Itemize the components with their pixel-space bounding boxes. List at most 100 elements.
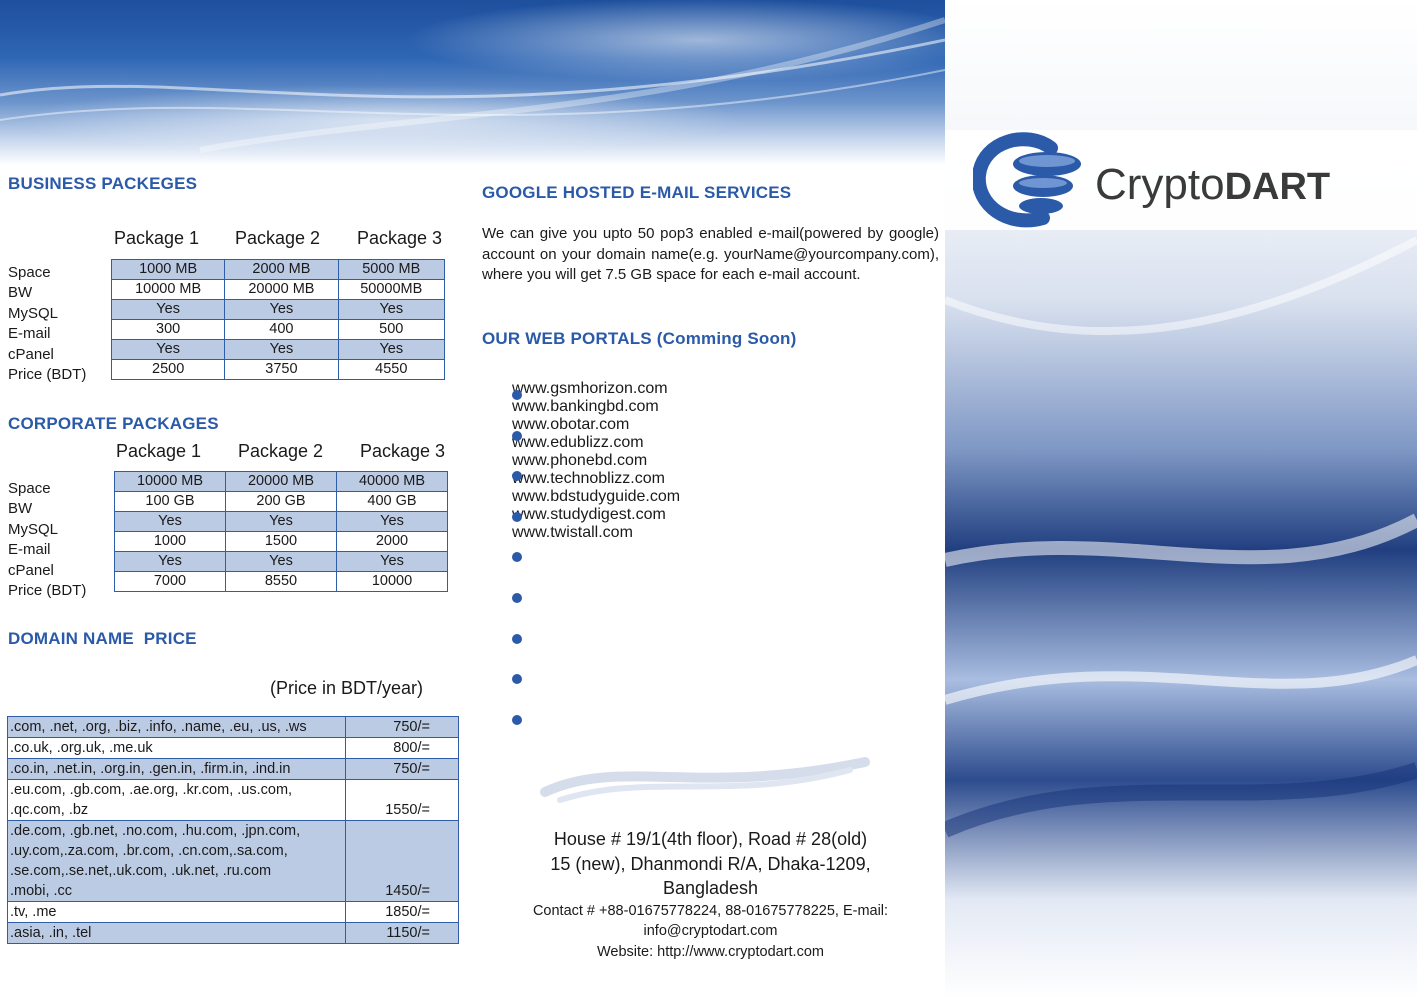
domain-price-title: DOMAIN NAME PRICE [8, 629, 197, 648]
table-row: .de.com, .gb.net, .no.com, .hu.com, .jpn… [7, 820, 459, 902]
domain-extensions: .eu.com, .gb.com, .ae.org, .kr.com, .us.… [7, 779, 346, 821]
domain-line: .tv, .me [10, 904, 57, 920]
domain-extensions: .com, .net, .org, .biz, .info, .name, .e… [7, 716, 346, 738]
table-cell: 10000 MB [114, 471, 226, 492]
row-label-price: Price (BDT) [8, 581, 87, 599]
domain-line: .asia, .in, .tel [10, 925, 92, 941]
table-row: Yes Yes Yes [110, 299, 446, 320]
bullet-icon [512, 552, 522, 562]
bullet-icon [512, 715, 522, 725]
business-header-3: Package 3 [357, 228, 443, 248]
portal-link[interactable]: www.obotar.com [512, 416, 630, 433]
table-cell: 200 GB [225, 491, 337, 512]
table-cell: 10000 MB [110, 279, 226, 300]
table-cell: Yes [224, 299, 339, 320]
domain-price: 1450/= [345, 820, 459, 902]
row-label-cpanel: cPanel [8, 561, 54, 579]
domain-price-unit-note: (Price in BDT/year) [270, 678, 424, 698]
table-row: 300 400 500 [110, 319, 446, 340]
table-cell: Yes [114, 551, 226, 572]
business-packages-title: BUSINESS PACKEGES [8, 174, 198, 193]
portal-link[interactable]: www.phonebd.com [512, 452, 648, 469]
row-label-mysql: MySQL [8, 304, 59, 322]
domain-line: .com, .net, .org, .biz, .info, .name, .e… [10, 719, 307, 735]
portal-link[interactable]: www.technoblizz.com [512, 470, 665, 487]
table-cell: 7000 [114, 571, 226, 592]
table-row: 100 GB 200 GB 400 GB [114, 491, 448, 512]
table-cell: 300 [110, 319, 226, 340]
web-portals-title: OUR WEB PORTALS (Comming Soon) [482, 329, 797, 348]
table-cell: 400 [224, 319, 339, 340]
web-portals-list: www.gsmhorizon.com www.bankingbd.com www… [512, 380, 932, 740]
domain-price: 1550/= [345, 779, 459, 821]
table-cell: 100 GB [114, 491, 226, 512]
corporate-header-2: Package 2 [238, 441, 324, 461]
brand-wordmark: CryptoDART [1095, 160, 1330, 210]
table-row: 2500 3750 4550 [110, 359, 446, 380]
table-cell: Yes [225, 511, 337, 532]
domain-price: 800/= [345, 737, 459, 759]
table-cell: Yes [337, 339, 446, 360]
table-cell: Yes [336, 551, 448, 572]
google-email-title: GOOGLE HOSTED E-MAIL SERVICES [482, 183, 792, 202]
bullet-icon [512, 593, 522, 603]
table-row: 1000 MB 2000 MB 5000 MB [110, 259, 446, 280]
domain-line: .co.in, .net.in, .org.in, .gen.in, .firm… [10, 761, 291, 777]
table-cell: 10000 [336, 571, 448, 592]
banner-swoosh [0, 17, 945, 153]
bullet-icon [512, 431, 522, 441]
table-cell: 40000 MB [336, 471, 448, 492]
table-cell: 5000 MB [337, 259, 446, 280]
domain-line: .de.com, .gb.net, .no.com, .hu.com, .jpn… [10, 823, 301, 839]
domain-price-table: .com, .net, .org, .biz, .info, .name, .e… [7, 716, 459, 944]
table-cell: 8550 [225, 571, 337, 592]
domain-line: .se.com,.se.net,.uk.com, .uk.net, .ru.co… [10, 863, 272, 879]
table-row: .co.in, .net.in, .org.in, .gen.in, .firm… [7, 758, 459, 780]
corporate-row-labels: Space BW MySQL E-mail cPanel Price (BDT) [8, 479, 86, 601]
business-header-2: Package 2 [235, 228, 321, 248]
table-cell: Yes [225, 551, 337, 572]
portal-link[interactable]: www.gsmhorizon.com [512, 380, 668, 397]
domain-extensions: .co.in, .net.in, .org.in, .gen.in, .firm… [7, 758, 346, 780]
table-row: 10000 MB 20000 MB 40000 MB [114, 471, 448, 492]
row-label-bw: BW [8, 500, 33, 518]
portal-link[interactable]: www.bankingbd.com [512, 398, 659, 415]
table-row: 10000 MB 20000 MB 50000MB [110, 279, 446, 300]
domain-extensions: .asia, .in, .tel [7, 922, 346, 944]
bullet-icon [512, 634, 522, 644]
table-cell: 1500 [225, 531, 337, 552]
row-label-cpanel: cPanel [8, 345, 54, 363]
table-cell: 400 GB [336, 491, 448, 512]
table-row: 7000 8550 10000 [114, 571, 448, 592]
row-label-email: E-mail [8, 325, 51, 343]
contact-email[interactable]: info@cryptodart.com [643, 923, 778, 939]
table-row: .asia, .in, .tel 1150/= [7, 922, 459, 944]
corporate-header-1: Package 1 [116, 441, 202, 461]
table-cell: 2000 [336, 531, 448, 552]
address-line-1: House # 19/1(4th floor), Road # 28(old) [553, 829, 868, 849]
portal-link[interactable]: www.studydigest.com [512, 506, 666, 523]
table-row: .tv, .me 1850/= [7, 901, 459, 923]
contact-phone-line: Contact # +88-01675778224, 88-0167577822… [532, 902, 889, 919]
table-cell: 2500 [110, 359, 226, 380]
address-line-3: Bangladesh [662, 878, 759, 898]
table-cell: 1000 [114, 531, 226, 552]
contact-website[interactable]: Website: http://www.cryptodart.com [597, 943, 824, 960]
table-cell: 500 [337, 319, 446, 340]
table-cell: 50000MB [337, 279, 446, 300]
cryptodart-logo-icon [973, 132, 1081, 228]
portal-link[interactable]: www.bdstudyguide.com [512, 488, 681, 505]
domain-price: 1850/= [345, 901, 459, 923]
portal-link[interactable]: www.edublizz.com [512, 434, 644, 451]
domain-price: 1150/= [345, 922, 459, 944]
table-row: .com, .net, .org, .biz, .info, .name, .e… [7, 716, 459, 738]
domain-price: 750/= [345, 716, 459, 738]
row-label-price: Price (BDT) [8, 365, 87, 383]
table-cell: 20000 MB [224, 279, 339, 300]
table-row: Yes Yes Yes [110, 339, 446, 360]
domain-line: .eu.com, .gb.com, .ae.org, .kr.com, .us.… [10, 782, 293, 798]
portal-link[interactable]: www.twistall.com [512, 524, 633, 541]
domain-extensions: .de.com, .gb.net, .no.com, .hu.com, .jpn… [7, 820, 346, 902]
table-cell: Yes [110, 339, 226, 360]
corporate-packages-title: CORPORATE PACKAGES [8, 414, 219, 433]
